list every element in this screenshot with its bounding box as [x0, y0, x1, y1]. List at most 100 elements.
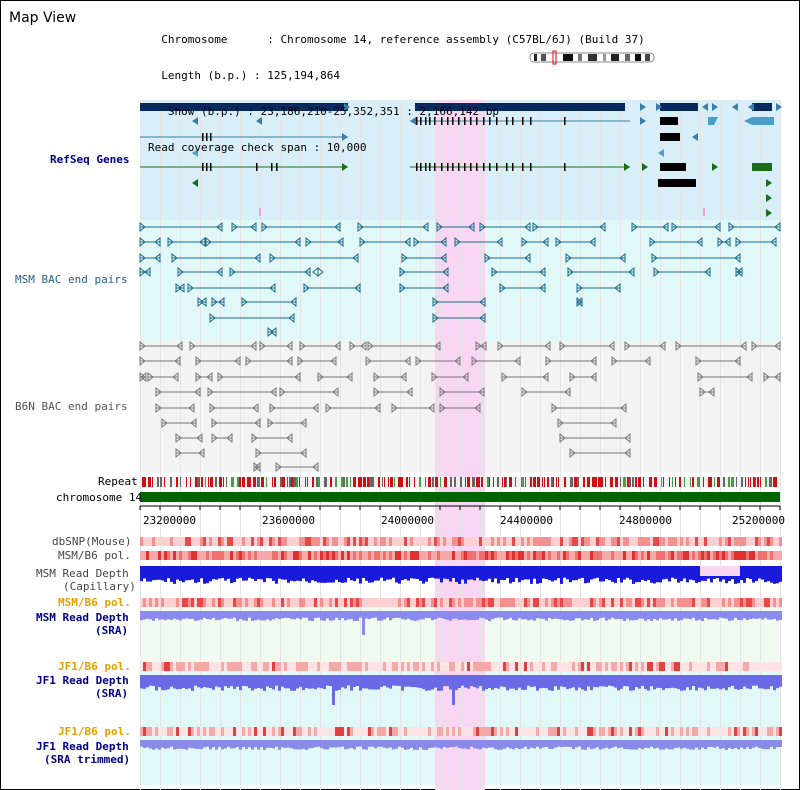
snp-heat-strip — [569, 537, 572, 546]
bac-end — [697, 371, 704, 383]
pol-heat-strip — [497, 662, 500, 671]
pol-heat-strip — [209, 598, 212, 607]
depth-bar — [380, 611, 383, 621]
depth-bar — [224, 611, 227, 618]
repeat-element — [208, 477, 209, 487]
repeat-element — [293, 477, 296, 487]
bac-end — [334, 340, 341, 352]
track-label-refseq[interactable]: RefSeq Genes — [50, 153, 130, 166]
pol-heat-strip — [716, 551, 719, 560]
depth-bar — [410, 740, 413, 748]
track-label-msm-depth-sra[interactable]: MSM Read Depth — [36, 611, 129, 624]
depth-bar — [557, 675, 560, 690]
bac-end — [735, 266, 742, 278]
pol-heat-strip — [200, 598, 203, 607]
depth-bar — [581, 566, 584, 578]
pol-heat-strip — [344, 598, 347, 607]
track-label-msm-b6-pol-2[interactable]: MSM/B6 pol. — [58, 596, 131, 609]
pol-heat-strip — [527, 598, 530, 607]
pol-heat-strip — [335, 727, 338, 736]
track-label-jf1-b6-pol-1[interactable]: JF1/B6 pol. — [58, 660, 131, 673]
depth-bar — [578, 611, 581, 619]
track-label-jf1-b6-pol-2[interactable]: JF1/B6 pol. — [58, 725, 131, 738]
snp-heat-strip — [380, 537, 383, 546]
depth-bar — [248, 740, 251, 748]
pol-heat-strip — [359, 598, 362, 607]
pol-heat-strip — [560, 598, 563, 607]
pol-heat-strip — [752, 662, 755, 671]
depth-bar — [458, 675, 461, 688]
snp-heat-strip — [518, 537, 521, 546]
pol-heat-strip — [347, 551, 350, 560]
track-label-msm-b6-pol-1[interactable]: MSM/B6 pol. — [58, 549, 131, 562]
depth-bar — [440, 611, 443, 618]
depth-bar — [155, 611, 158, 619]
exon — [458, 117, 460, 125]
depth-bar — [179, 675, 182, 690]
depth-bar — [617, 740, 620, 749]
track-label-repeat[interactable]: Repeat — [98, 475, 138, 488]
depth-bar — [155, 740, 158, 749]
pol-heat-strip — [740, 662, 743, 671]
depth-bar — [764, 566, 767, 583]
pol-heat-strip — [179, 551, 182, 560]
pol-heat-strip — [680, 598, 683, 607]
track-label-jf1-depth-trim[interactable]: JF1 Read Depth — [36, 740, 129, 753]
bac-end — [365, 355, 372, 367]
snp-heat-strip — [500, 537, 503, 546]
snp-heat-strip — [305, 537, 308, 546]
pol-heat-strip — [539, 598, 542, 607]
track-label-jf1-depth-sra[interactable]: JF1 Read Depth — [36, 674, 129, 687]
depth-bar — [542, 740, 545, 748]
track-label-dbsnp[interactable]: dbSNP(Mouse) — [52, 535, 132, 548]
pol-heat-strip — [296, 727, 299, 736]
bac-end — [211, 432, 218, 444]
pol-heat-strip — [509, 727, 512, 736]
pol-heat-strip — [359, 662, 362, 671]
depth-bar — [557, 740, 560, 747]
repeat-element — [382, 477, 383, 487]
depth-bar — [200, 675, 203, 689]
snp-heat-strip — [422, 537, 425, 546]
depth-bar — [314, 675, 317, 690]
track-label-msm-depth-capillary[interactable]: MSM Read Depth — [36, 567, 129, 580]
depth-bar — [152, 611, 155, 621]
repeat-element — [223, 477, 224, 487]
pol-heat-strip — [662, 727, 665, 736]
pol-heat-strip — [464, 727, 467, 736]
pol-heat-strip — [563, 551, 566, 560]
pol-heat-strip — [386, 662, 389, 671]
depth-bar — [557, 611, 560, 620]
pol-heat-strip — [260, 551, 263, 560]
depth-bar — [614, 611, 617, 620]
pol-heat-strip — [308, 551, 311, 560]
gene-arrow — [708, 117, 718, 125]
pol-heat-strip — [506, 551, 509, 560]
bac-end — [279, 386, 286, 398]
ideogram-band — [563, 54, 573, 61]
track-label-b6n-bac[interactable]: B6N BAC end pairs — [15, 400, 128, 413]
depth-bar — [494, 566, 497, 579]
depth-bar — [269, 611, 272, 621]
depth-bar — [521, 675, 524, 690]
bac-end — [206, 371, 213, 383]
pol-heat-strip — [533, 727, 536, 736]
snp-heat-strip — [215, 537, 218, 546]
pol-heat-strip — [635, 598, 638, 607]
exon — [210, 133, 212, 141]
depth-bar — [494, 611, 497, 619]
pol-heat-strip — [614, 598, 617, 607]
pol-heat-strip — [164, 727, 167, 736]
repeat-element — [472, 477, 475, 487]
bac-end — [524, 221, 531, 233]
pol-heat-strip — [680, 551, 683, 560]
chromosome-bar — [140, 492, 780, 502]
depth-bar — [239, 611, 242, 620]
track-label-msm-bac[interactable]: MSM BAC end pairs — [15, 273, 128, 286]
gene-arrow — [656, 103, 662, 111]
repeat-element — [324, 477, 327, 487]
pol-heat-strip — [353, 662, 356, 671]
snp-heat-strip — [623, 537, 626, 546]
depth-bar — [284, 611, 287, 618]
